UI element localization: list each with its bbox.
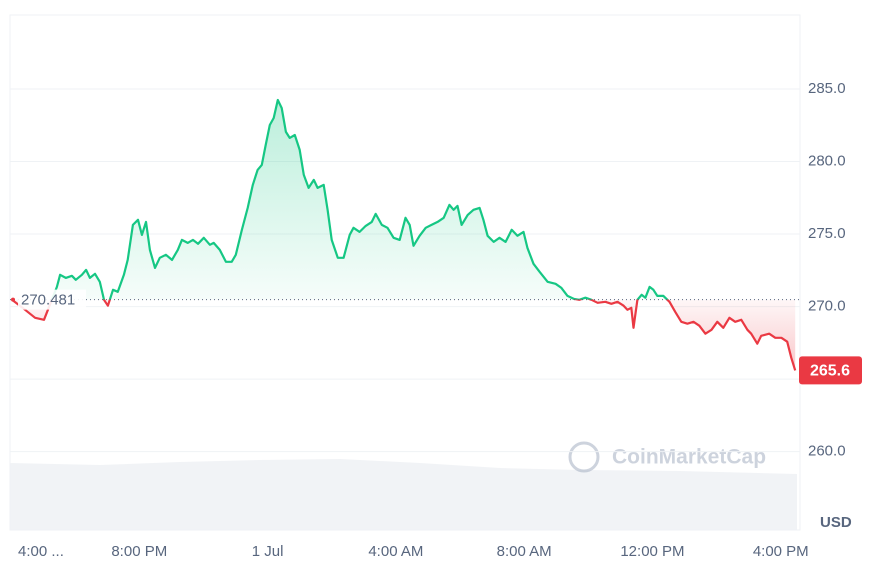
x-tick-label: 4:00 ... bbox=[18, 543, 64, 560]
y-tick-label: 275.0 bbox=[808, 225, 846, 242]
x-tick-label: 8:00 PM bbox=[111, 543, 167, 560]
reference-label-bg bbox=[18, 289, 86, 310]
y-tick-label: 280.0 bbox=[808, 152, 846, 169]
y-tick-label: 270.0 bbox=[808, 298, 846, 315]
price-area bbox=[12, 100, 796, 371]
x-tick-label: 4:00 PM bbox=[753, 543, 809, 560]
watermark-text: CoinMarketCap bbox=[612, 446, 766, 469]
x-tick-label: 4:00 AM bbox=[368, 543, 423, 560]
current-price-badge bbox=[799, 356, 862, 385]
watermark: CoinMarketCap bbox=[568, 441, 766, 473]
current-price-label: 265.6 bbox=[810, 363, 850, 380]
watermark-logo bbox=[568, 441, 600, 473]
x-tick-label: 8:00 AM bbox=[497, 543, 552, 560]
reference-label: 270.481 bbox=[21, 292, 75, 309]
reference-dot bbox=[11, 297, 15, 302]
y-tick-label: 260.0 bbox=[808, 443, 846, 460]
y-tick-label: 285.0 bbox=[808, 80, 846, 97]
volume-background bbox=[10, 459, 797, 530]
y-axis-unit: USD bbox=[820, 514, 852, 531]
x-tick-label: 1 Jul bbox=[252, 543, 284, 560]
price-line bbox=[11, 98, 797, 371]
x-tick-label: 12:00 PM bbox=[620, 543, 684, 560]
